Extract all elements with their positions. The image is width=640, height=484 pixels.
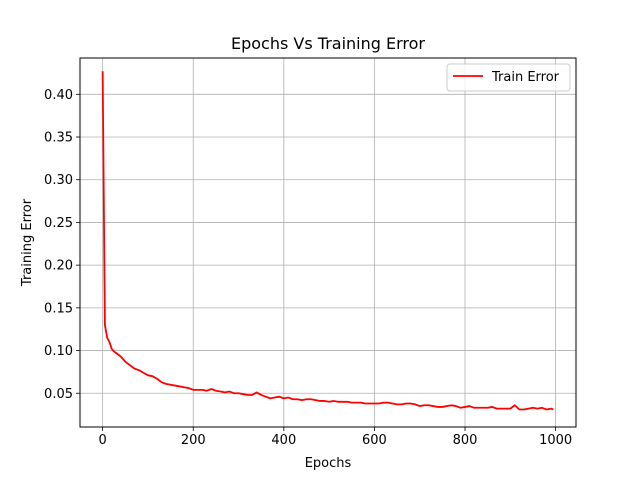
series-line-train-error bbox=[101, 71, 554, 411]
x-tick-label: 200 bbox=[181, 433, 206, 448]
legend-frame bbox=[446, 63, 571, 92]
x-axis-ticks: 0 200 400 600 800 1000 bbox=[99, 427, 572, 448]
y-tick-label: 0.05 bbox=[44, 387, 73, 402]
y-tick-label: 0.35 bbox=[44, 131, 73, 146]
y-axis-ticks: 0.05 0.10 0.15 0.20 0.25 0.30 0.35 0.40 bbox=[44, 88, 80, 402]
y-tick-label: 0.30 bbox=[44, 173, 73, 188]
x-tick-label: 600 bbox=[362, 433, 387, 448]
x-tick-label: 400 bbox=[271, 433, 296, 448]
chart-title: Epochs Vs Training Error bbox=[231, 34, 425, 53]
plot-area-frame bbox=[79, 57, 577, 428]
x-tick-label: 1000 bbox=[539, 433, 572, 448]
y-tick-label: 0.15 bbox=[44, 301, 73, 316]
y-tick-label: 0.20 bbox=[44, 259, 73, 274]
x-tick-label: 0 bbox=[99, 433, 107, 448]
legend-label-train-error: Train Error bbox=[491, 70, 560, 85]
y-tick-label: 0.25 bbox=[44, 216, 73, 231]
y-axis-label: Training Error bbox=[20, 198, 35, 287]
y-tick-label: 0.10 bbox=[44, 344, 73, 359]
y-tick-label: 0.40 bbox=[44, 88, 73, 103]
series-layer bbox=[101, 71, 554, 411]
legend: Train Error bbox=[446, 63, 571, 92]
grid-lines bbox=[80, 58, 576, 427]
x-axis-label: Epochs bbox=[305, 456, 352, 471]
x-tick-label: 800 bbox=[453, 433, 478, 448]
